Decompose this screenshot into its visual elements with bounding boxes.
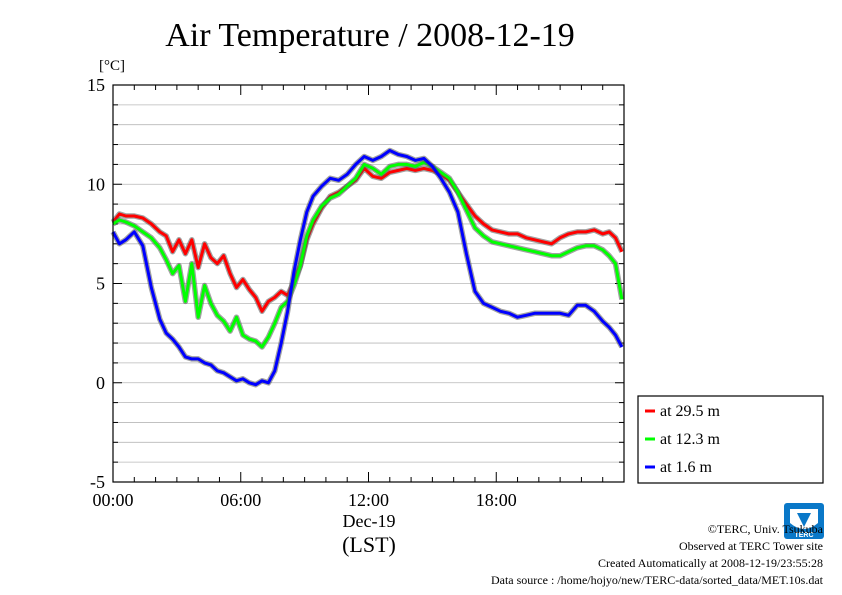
x-axis-date: Dec-19: [343, 511, 396, 531]
y-tick-label: 5: [96, 274, 105, 294]
x-tick-label: 12:00: [348, 490, 389, 510]
terc-logo: TERC: [784, 503, 824, 539]
y-tick-labels: 15 10 5 0 -5: [87, 75, 105, 492]
x-tick-labels: 00:00 06:00 12:00 18:00: [92, 490, 516, 510]
footer-copyright: ©TERC, Univ. Tsukuba: [708, 522, 824, 536]
footer-created: Created Automatically at 2008-12-19/23:5…: [598, 556, 823, 570]
series-line-at-12-3-m: [112, 160, 624, 349]
y-tick-label: 10: [87, 174, 105, 194]
footer-observed: Observed at TERC Tower site: [679, 539, 823, 553]
y-tick-label: 15: [87, 75, 105, 95]
series-lines: [110, 147, 625, 388]
x-axis-timezone: (LST): [342, 532, 396, 557]
series-line-at-1-6-m: [111, 149, 624, 387]
x-tick-label: 06:00: [220, 490, 261, 510]
logo-text: TERC: [794, 532, 813, 539]
y-tick-label: 0: [96, 373, 105, 393]
legend-label: at 12.3 m: [660, 431, 721, 448]
legend: at 29.5 m at 12.3 m at 1.6 m: [637, 395, 824, 484]
legend-box: [637, 395, 824, 484]
x-tick-label: 18:00: [476, 490, 517, 510]
plot-frame: [112, 84, 625, 483]
y-axis-unit: [°C]: [99, 58, 125, 74]
legend-label: at 1.6 m: [660, 459, 713, 476]
footer-source: Data source : /home/hojyo/new/TERC-data/…: [491, 573, 824, 587]
chart-title: Air Temperature / 2008-12-19: [165, 17, 575, 54]
x-tick-label: 00:00: [92, 490, 133, 510]
legend-label: at 29.5 m: [660, 403, 721, 420]
y-tick-label: -5: [90, 472, 105, 492]
